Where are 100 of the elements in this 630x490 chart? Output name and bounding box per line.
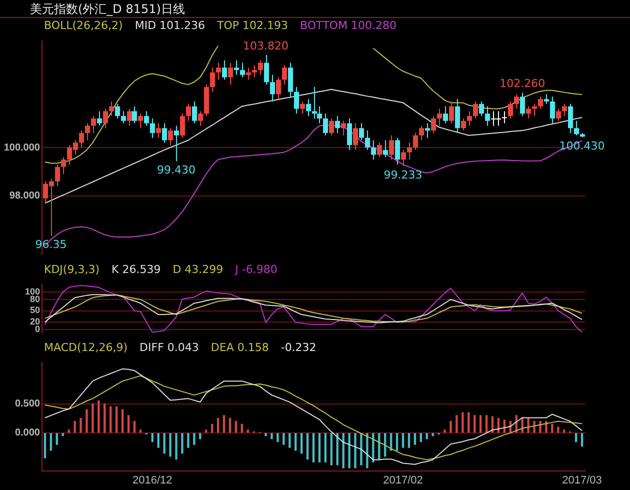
x-tick-label: 2017/03 [562, 474, 602, 486]
y-tick-label: 100.000 [4, 142, 40, 154]
candlestick [323, 113, 328, 136]
candlestick [508, 101, 513, 119]
candlestick [371, 140, 376, 160]
bar [110, 406, 112, 433]
candlestick [341, 120, 346, 136]
bar [294, 433, 297, 451]
candlestick [258, 60, 263, 76]
candlestick [556, 108, 561, 122]
bar [539, 420, 542, 433]
candlestick [264, 54, 269, 86]
bar [175, 433, 178, 460]
bar [366, 433, 368, 468]
annotation: 99.430 [157, 164, 196, 177]
candlestick [270, 74, 275, 102]
candlestick [234, 60, 239, 76]
y-tick-label: 0.000 [14, 428, 40, 439]
bar [282, 433, 285, 445]
x-tick-label: 2016/12 [132, 474, 172, 486]
bar [545, 420, 548, 433]
candlestick [485, 106, 490, 126]
bar [50, 433, 52, 451]
bar [336, 433, 338, 466]
bar [479, 415, 482, 433]
annotation: 99.233 [384, 168, 422, 182]
candlestick [85, 122, 90, 141]
series-label: K 26.539 [112, 262, 161, 277]
bar [216, 418, 220, 433]
candlestick [455, 98, 460, 134]
candlestick [115, 103, 120, 119]
candlestick [180, 113, 185, 138]
bar [199, 433, 202, 440]
candlestick [240, 62, 245, 78]
bar [474, 415, 476, 433]
candlestick [55, 164, 60, 187]
bar [181, 433, 184, 454]
candlestick [514, 94, 519, 110]
bar [157, 433, 160, 448]
candlestick [312, 86, 317, 119]
bar [288, 433, 291, 448]
candlestick [127, 108, 132, 126]
bar [86, 409, 88, 433]
candlestick [282, 64, 287, 86]
bar [533, 420, 536, 433]
candlestick [538, 96, 543, 110]
bar [127, 415, 130, 433]
series-label: DIFF 0.043 [140, 340, 199, 355]
candlestick [294, 86, 299, 114]
y-tick-label: 100 [24, 286, 40, 296]
candlestick [353, 122, 358, 150]
bar [324, 433, 327, 462]
bar [187, 433, 190, 448]
bar [56, 433, 58, 445]
bar [68, 430, 70, 433]
legend-title: KDJ(9,3,3) [44, 262, 100, 277]
text: MID 101.236 [134, 18, 206, 33]
bar [557, 426, 560, 433]
bar [228, 418, 232, 433]
bar [246, 430, 249, 433]
bar [402, 433, 404, 448]
candlestick [544, 94, 549, 104]
bar [264, 433, 267, 436]
candlestick [419, 125, 424, 141]
bar [74, 420, 76, 433]
bar [80, 418, 82, 433]
candlestick [377, 142, 382, 158]
bar [485, 415, 488, 433]
candlestick [395, 137, 400, 165]
y-tick-label: 20 [30, 316, 40, 327]
bar [92, 403, 94, 433]
series-label: TOP 102.193 [217, 18, 288, 33]
candlestick [121, 110, 126, 124]
bar [169, 433, 172, 457]
bar [354, 433, 356, 468]
candlestick [449, 101, 454, 124]
bar [234, 420, 238, 433]
candlestick [431, 116, 436, 134]
bar [163, 433, 166, 454]
bar [300, 433, 303, 454]
candlestick [156, 122, 161, 138]
candlestick [359, 122, 364, 141]
candlestick [502, 110, 507, 124]
bar [240, 424, 243, 433]
candlestick [144, 110, 149, 126]
candlestick [413, 132, 418, 150]
bar [44, 433, 46, 458]
bar [330, 433, 332, 466]
candlestick [150, 118, 155, 138]
candlestick [198, 110, 203, 126]
bar [270, 433, 273, 440]
bar [116, 406, 118, 433]
candlestick [383, 140, 388, 158]
bar [396, 433, 398, 451]
candlestick [526, 106, 531, 119]
candlestick [109, 101, 114, 117]
bar [222, 415, 226, 433]
bar [580, 433, 584, 447]
y-tick-label: 0 [34, 324, 40, 334]
candlestick [479, 101, 484, 117]
